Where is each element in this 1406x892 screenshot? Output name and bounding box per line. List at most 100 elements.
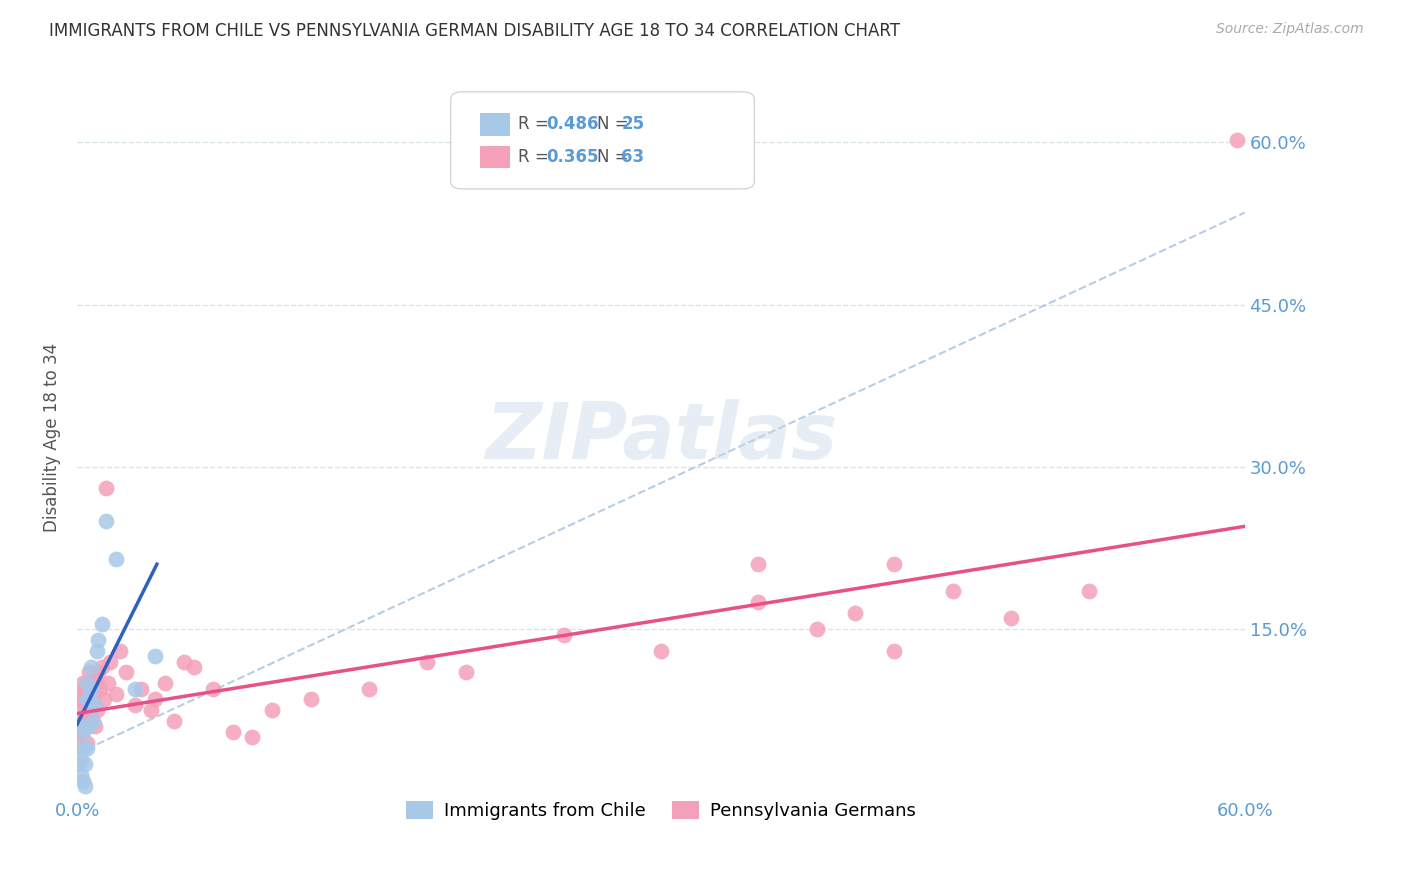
Point: [87, 665, 110, 680]
Point: [299, 692, 322, 706]
Point: [650, 644, 672, 658]
Point: [240, 731, 263, 745]
Text: N =: N =: [596, 147, 634, 166]
Point: [76, 736, 98, 750]
Point: [72, 724, 94, 739]
Point: [76, 676, 98, 690]
Point: [844, 606, 866, 620]
Point: [67, 736, 90, 750]
Point: [108, 644, 131, 658]
Point: [73, 757, 96, 772]
Point: [1000, 611, 1022, 625]
Point: [806, 622, 828, 636]
Point: [77, 665, 100, 680]
Point: [67, 719, 90, 733]
Point: [131, 681, 153, 696]
Point: [89, 681, 111, 696]
Point: [73, 681, 96, 696]
Text: 0.365: 0.365: [547, 147, 599, 166]
Point: [76, 741, 98, 756]
Point: [87, 632, 110, 647]
Point: [883, 558, 905, 572]
Point: [83, 687, 105, 701]
Text: Source: ZipAtlas.com: Source: ZipAtlas.com: [1216, 22, 1364, 37]
Point: [70, 768, 93, 782]
FancyBboxPatch shape: [479, 113, 509, 135]
Point: [96, 482, 118, 496]
Point: [70, 687, 93, 701]
Point: [73, 714, 96, 728]
Point: [93, 692, 115, 706]
Point: [942, 584, 965, 599]
Point: [96, 514, 118, 528]
Text: 63: 63: [621, 147, 644, 166]
Point: [183, 660, 205, 674]
Point: [83, 719, 105, 733]
Point: [72, 676, 94, 690]
Point: [82, 671, 104, 685]
Point: [86, 703, 108, 717]
Point: [83, 698, 105, 712]
Text: R =: R =: [519, 115, 554, 133]
Point: [105, 687, 128, 701]
Point: [76, 676, 98, 690]
Point: [72, 692, 94, 706]
Point: [747, 595, 769, 609]
Point: [124, 681, 146, 696]
Point: [173, 655, 195, 669]
Point: [70, 752, 93, 766]
FancyBboxPatch shape: [451, 92, 754, 189]
Point: [77, 719, 100, 733]
Point: [260, 703, 283, 717]
Point: [70, 703, 93, 717]
Point: [72, 741, 94, 756]
Point: [86, 644, 108, 658]
Text: R =: R =: [519, 147, 554, 166]
Point: [77, 687, 100, 701]
Point: [124, 698, 146, 712]
Point: [747, 558, 769, 572]
Point: [139, 703, 162, 717]
Point: [77, 708, 100, 723]
Point: [97, 676, 120, 690]
Point: [76, 692, 98, 706]
Point: [1226, 133, 1249, 147]
Point: [91, 616, 114, 631]
Point: [98, 655, 121, 669]
Point: [73, 779, 96, 793]
Point: [416, 655, 439, 669]
Point: [163, 714, 186, 728]
Text: N =: N =: [596, 115, 634, 133]
Point: [77, 692, 100, 706]
Point: [143, 692, 166, 706]
Point: [114, 665, 136, 680]
Point: [1078, 584, 1101, 599]
Point: [883, 644, 905, 658]
Point: [91, 660, 114, 674]
Point: [80, 703, 103, 717]
Point: [73, 698, 96, 712]
Legend: Immigrants from Chile, Pennsylvania Germans: Immigrants from Chile, Pennsylvania Germ…: [391, 786, 931, 835]
Point: [73, 719, 96, 733]
Point: [222, 724, 245, 739]
Point: [82, 714, 104, 728]
Point: [80, 660, 103, 674]
Point: [553, 627, 575, 641]
Point: [82, 698, 104, 712]
Text: ZIPatlas: ZIPatlas: [485, 399, 837, 475]
Text: IMMIGRANTS FROM CHILE VS PENNSYLVANIA GERMAN DISABILITY AGE 18 TO 34 CORRELATION: IMMIGRANTS FROM CHILE VS PENNSYLVANIA GE…: [49, 22, 900, 40]
Point: [72, 773, 94, 788]
Point: [456, 665, 478, 680]
Point: [72, 714, 94, 728]
Point: [153, 676, 176, 690]
Y-axis label: Disability Age 18 to 34: Disability Age 18 to 34: [44, 343, 60, 532]
Point: [105, 551, 128, 566]
Point: [70, 724, 93, 739]
Text: 25: 25: [621, 115, 644, 133]
Point: [357, 681, 380, 696]
Point: [76, 692, 98, 706]
Point: [67, 757, 90, 772]
FancyBboxPatch shape: [479, 145, 509, 168]
Point: [80, 681, 103, 696]
Text: 0.486: 0.486: [547, 115, 599, 133]
